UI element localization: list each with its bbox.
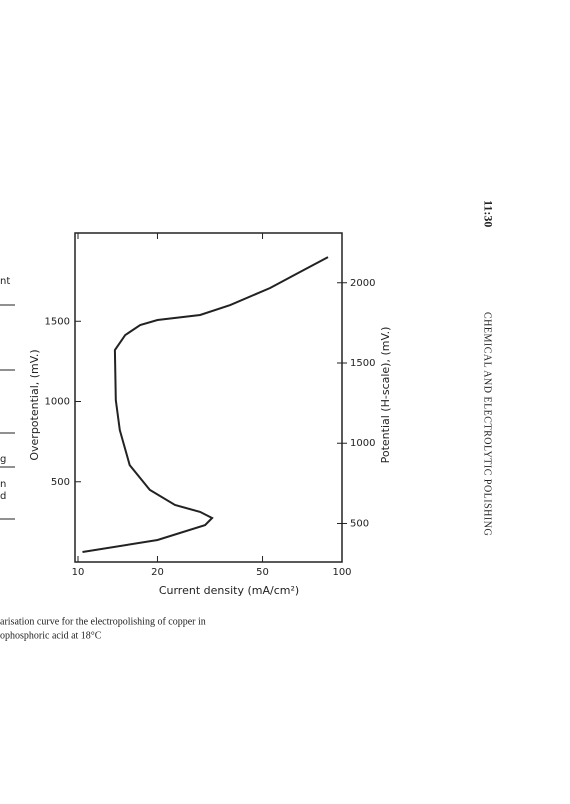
curve <box>82 256 329 553</box>
x-tick-label: 100 <box>332 567 351 578</box>
plot-frame <box>74 232 343 563</box>
fragment: g <box>0 454 6 465</box>
caption: arisation curve for the electropolishing… <box>0 616 206 627</box>
y2-axis-label: Potential (H-scale), (mV.) <box>379 327 392 464</box>
x-tick-label: 10 <box>72 567 85 578</box>
y-tick-label: 1000 <box>45 397 70 408</box>
page-number: 11:30 <box>481 200 495 227</box>
x-axis-label: Current density (mA/cm²) <box>159 584 299 597</box>
y2-tick-label: 500 <box>350 518 369 529</box>
y2-tick-label: 2000 <box>350 278 375 289</box>
y-tick-label: 500 <box>51 477 70 488</box>
y2-tick-label: 1500 <box>350 358 375 369</box>
caption: ophosphoric acid at 18°C <box>0 630 102 641</box>
y-tick-label: 1500 <box>45 316 70 327</box>
fragment: d <box>0 491 6 502</box>
running-title: CHEMICAL AND ELECTROLYTIC POLISHING <box>482 312 493 536</box>
y-axis-label: Overpotential, (mV.) <box>28 349 41 460</box>
fragment: nt <box>0 276 10 287</box>
fragment: n <box>0 479 6 490</box>
y2-tick-label: 1000 <box>350 438 375 449</box>
x-tick-label: 20 <box>151 567 164 578</box>
x-tick-label: 50 <box>256 567 269 578</box>
